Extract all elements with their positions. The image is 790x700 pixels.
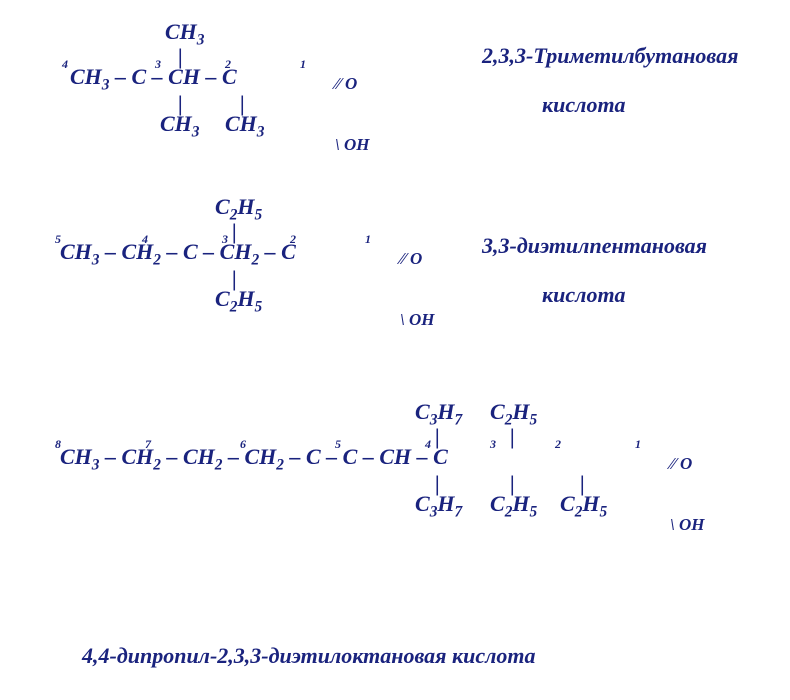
compound-1-bot2: CH3 [225, 112, 265, 141]
compound-3-bot2: C2H5 [490, 492, 537, 521]
compound-1-name-line2: кислота [482, 92, 626, 117]
compound-1-top-sub: CH3 [165, 20, 205, 49]
compound-3-oh: OH [679, 515, 705, 534]
compound-2-name-line1: 3,3-диэтилпентановая [482, 233, 707, 258]
compound-2-chain: CH3 – CH2 – C – CH2 – C [60, 240, 296, 269]
compound-3-num2: 2 [555, 438, 561, 451]
compound-2-o: O [410, 249, 422, 268]
compound-1-num1: 1 [300, 58, 306, 71]
compound-3-o: O [680, 454, 692, 473]
chemistry-notes: 2,3,3-Триметилбутановая кислота CH3 | 4 … [0, 0, 790, 700]
compound-1-o: O [345, 74, 357, 93]
compound-2-cooh: ⁄⁄ O \ OH [380, 228, 434, 350]
compound-3-num3: 3 [490, 438, 496, 451]
compound-2-name: 3,3-диэтилпентановая кислота [460, 210, 707, 331]
compound-1-num4: 4 [62, 58, 68, 71]
compound-1-name: 2,3,3-Триметилбутановая кислота [460, 20, 738, 141]
compound-1-bot1: CH3 [160, 112, 200, 141]
compound-3-bot1: C3H7 [415, 492, 462, 521]
compound-2-num1: 1 [365, 233, 371, 246]
compound-1-chain: CH3 – C – CH – C [70, 65, 237, 94]
compound-3-name: 4,4-дипропил-2,3,3-диэтилоктановая кисло… [60, 620, 536, 693]
compound-3-vbart2: | [510, 425, 515, 449]
compound-1-name-line1: 2,3,3-Триметилбутановая [482, 43, 738, 68]
compound-3-num1: 1 [635, 438, 641, 451]
compound-2-name-line2: кислота [482, 282, 626, 307]
compound-2-top-sub: C2H5 [215, 195, 262, 224]
compound-3-cooh: ⁄⁄ O \ OH [650, 433, 704, 555]
compound-3-name-line1: 4,4-дипропил-2,3,3-диэтилоктановая кисло… [82, 643, 536, 668]
compound-1-cooh: ⁄⁄ O \ OH [315, 53, 369, 175]
compound-2-oh: OH [409, 310, 435, 329]
compound-2-bot1: C2H5 [215, 287, 262, 316]
compound-3-bot3: C2H5 [560, 492, 607, 521]
compound-3-chain: CH3 – CH2 – CH2 – CH2 – C – C – CH – C [60, 445, 448, 474]
compound-1-oh: OH [344, 135, 370, 154]
